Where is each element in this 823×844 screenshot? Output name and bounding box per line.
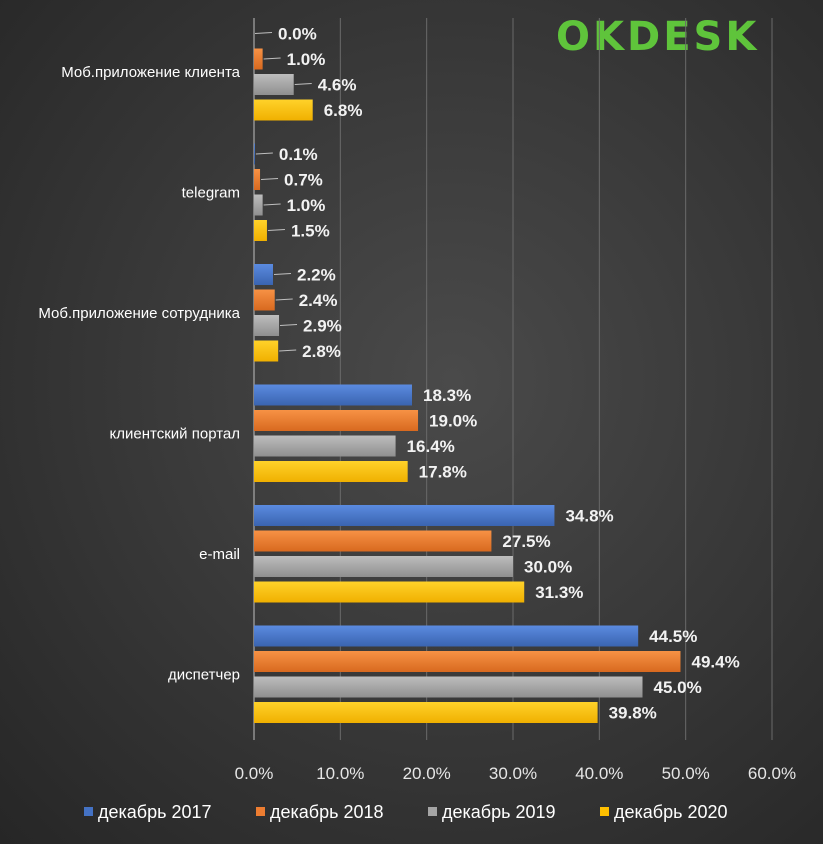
leader-line: [263, 203, 281, 206]
bar: [254, 556, 513, 577]
data-labels: 0.0% 1.0% 4.6% 6.8% 0.1% 0.7% 1.0% 1.5% 2.2% 2.4%…: [254, 25, 740, 723]
data-label: 2.9%: [303, 317, 342, 336]
leader-line: [261, 178, 279, 180]
data-label: 27.5%: [502, 532, 550, 551]
bar: [254, 48, 263, 70]
data-label: 16.4%: [407, 437, 455, 456]
data-label: 2.2%: [297, 266, 336, 285]
data-label: 0.7%: [284, 171, 323, 190]
data-label: 30.0%: [524, 558, 572, 577]
bar: [254, 530, 492, 552]
bar: [254, 702, 598, 723]
bar: [254, 220, 267, 241]
data-label: 1.5%: [291, 222, 330, 241]
leader-line: [279, 349, 297, 352]
leader-line: [263, 57, 281, 60]
legend: декабрь 2017 декабрь 2018 декабрь 2019 дека…: [84, 802, 728, 822]
data-label: 2.4%: [299, 291, 338, 310]
legend-entry: декабрь 2017: [98, 802, 212, 822]
bar: [254, 651, 681, 672]
x-tick-label: 50.0%: [662, 764, 710, 783]
bar: [254, 676, 643, 698]
leader-line: [267, 229, 285, 231]
legend-swatch: [256, 807, 265, 816]
bar: [254, 410, 419, 431]
x-tick-labels: 0.0% 10.0% 20.0% 30.0% 40.0% 50.0% 60.0%: [235, 764, 796, 783]
leader-line: [275, 298, 293, 301]
bar: [254, 435, 396, 457]
leader-line: [255, 152, 273, 155]
data-label: 0.0%: [278, 25, 317, 44]
bar: [254, 143, 255, 165]
data-label: 34.8%: [565, 507, 613, 526]
legend-swatch: [600, 807, 609, 816]
data-label: 49.4%: [691, 653, 739, 672]
data-label: 2.8%: [302, 342, 341, 361]
bar: [254, 289, 275, 311]
bar: [254, 74, 294, 95]
bar: [254, 315, 280, 336]
x-tick-label: 20.0%: [403, 764, 451, 783]
leader-line: [273, 273, 292, 275]
gridlines: [253, 18, 773, 740]
x-tick-label: 40.0%: [575, 764, 623, 783]
bar: [254, 99, 313, 121]
category-label: Моб.приложение клиента: [61, 64, 240, 81]
category-label: e-mail: [199, 546, 240, 563]
x-tick-label: 0.0%: [235, 764, 274, 783]
bar: [254, 340, 279, 362]
leader-line: [254, 32, 273, 34]
category-label: Моб.приложение сотрудника: [38, 305, 240, 322]
category-labels: Моб.приложение клиента telegram Моб.прилож…: [38, 64, 240, 684]
data-label: 17.8%: [419, 463, 467, 482]
bars: [254, 48, 681, 723]
data-label: 39.8%: [609, 704, 657, 723]
legend-entry: декабрь 2020: [614, 802, 728, 822]
bar: [254, 461, 408, 482]
okdesk-logo: OKDESK: [556, 14, 760, 60]
data-label: 1.0%: [287, 196, 326, 215]
x-tick-label: 60.0%: [748, 764, 796, 783]
x-tick-label: 10.0%: [316, 764, 364, 783]
leader-line: [294, 83, 312, 85]
data-label: 18.3%: [423, 386, 471, 405]
bar: [254, 194, 263, 216]
legend-entry: декабрь 2018: [270, 802, 384, 822]
category-label: диспетчер: [168, 667, 240, 684]
data-label: 31.3%: [535, 583, 583, 602]
data-label: 4.6%: [318, 76, 357, 95]
data-label: 19.0%: [429, 412, 477, 431]
x-tick-label: 30.0%: [489, 764, 537, 783]
bar: [254, 625, 639, 647]
bar: [254, 581, 525, 603]
category-label: telegram: [182, 185, 240, 202]
bar: [254, 169, 261, 190]
legend-swatch: [84, 807, 93, 816]
legend-entry: декабрь 2019: [442, 802, 556, 822]
data-label: 1.0%: [287, 50, 326, 69]
category-label: клиентский портал: [110, 426, 240, 443]
bar: [254, 264, 273, 285]
legend-swatch: [428, 807, 437, 816]
data-label: 6.8%: [324, 101, 363, 120]
bar: [254, 505, 555, 526]
data-label: 0.1%: [279, 145, 318, 164]
leader-line: [280, 324, 298, 326]
data-label: 45.0%: [654, 678, 702, 697]
bar: [254, 384, 412, 406]
data-label: 44.5%: [649, 627, 697, 646]
